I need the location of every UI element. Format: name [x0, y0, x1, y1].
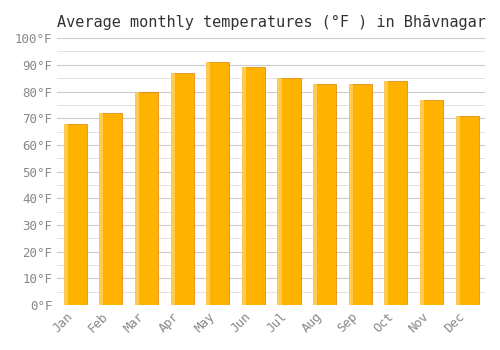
Bar — [313, 84, 336, 305]
Bar — [384, 81, 388, 305]
Title: Average monthly temperatures (°F ) in Bhāvnagar: Average monthly temperatures (°F ) in Bh… — [56, 15, 486, 30]
Bar — [456, 116, 460, 305]
Bar — [170, 73, 194, 305]
Bar — [456, 116, 479, 305]
Bar — [313, 84, 317, 305]
Bar — [242, 68, 246, 305]
Bar — [135, 91, 158, 305]
Bar — [64, 124, 68, 305]
Bar — [278, 78, 300, 305]
Bar — [206, 62, 210, 305]
Bar — [99, 113, 103, 305]
Bar — [170, 73, 174, 305]
Bar — [384, 81, 407, 305]
Bar — [64, 124, 87, 305]
Bar — [135, 91, 139, 305]
Bar — [420, 99, 424, 305]
Bar — [206, 62, 230, 305]
Bar — [278, 78, 281, 305]
Bar — [242, 68, 265, 305]
Bar — [348, 84, 353, 305]
Bar — [420, 99, 443, 305]
Bar — [99, 113, 122, 305]
Bar — [348, 84, 372, 305]
